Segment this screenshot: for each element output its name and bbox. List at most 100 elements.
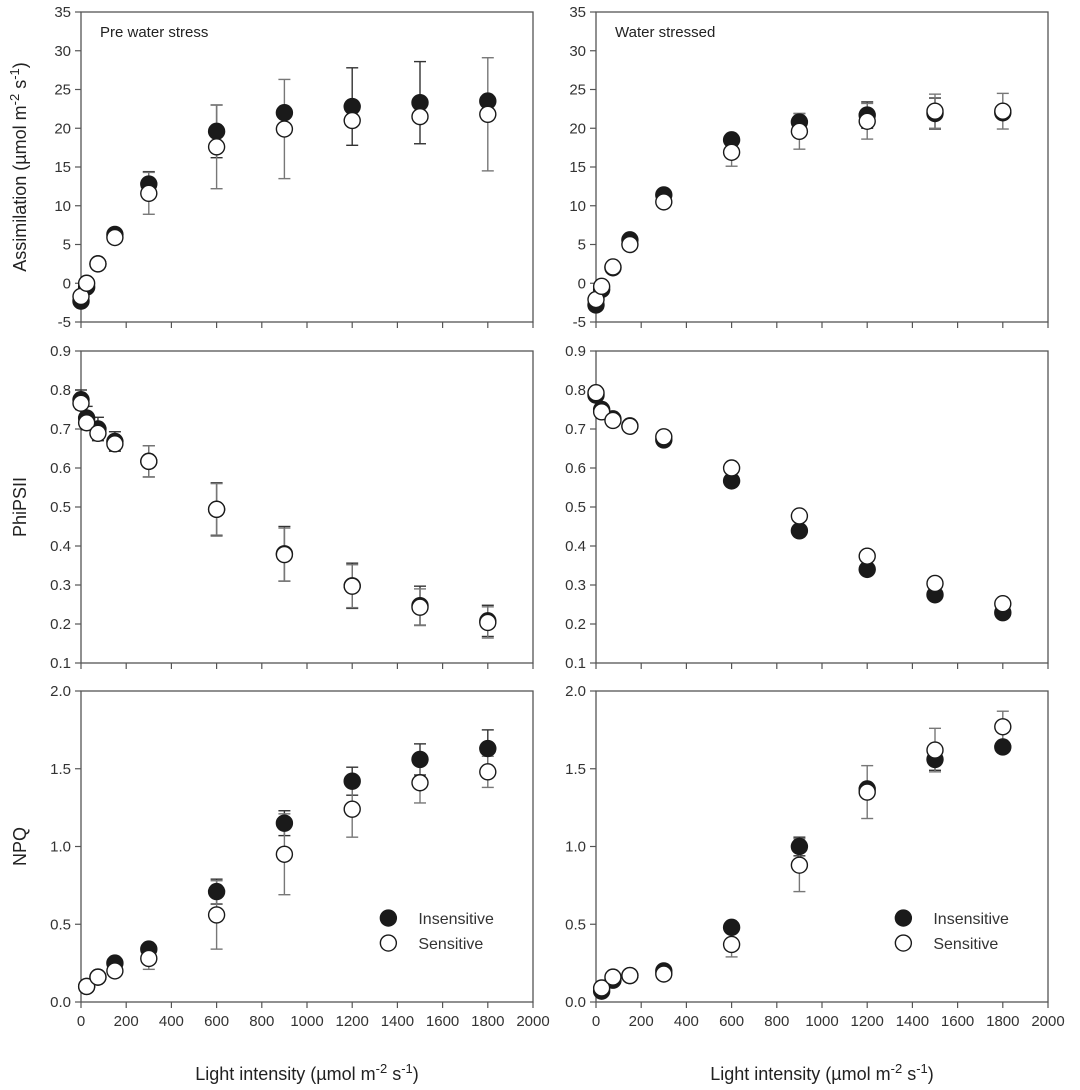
- data-point-insensitive: [343, 772, 361, 790]
- x-axis-title-sup2: -1: [401, 1061, 413, 1076]
- panel-top-left: -5 0 5 10 15 20 25 30 35 Pre water stress Assimila…: [7, 4, 534, 331]
- y-tick-label: 0: [63, 275, 71, 292]
- data-point-insensitive: [722, 918, 741, 937]
- y-tick-label: 2.0: [50, 683, 71, 700]
- data-point-sensitive: [858, 783, 876, 801]
- y-tick-label: 0.1: [50, 655, 71, 672]
- y-tick-label: 5: [578, 237, 586, 254]
- y-tick-label: 2.0: [565, 683, 586, 700]
- x-tick-label: 400: [159, 1013, 184, 1030]
- data-point-sensitive: [655, 193, 673, 211]
- data-point-sensitive: [994, 595, 1012, 613]
- data-point-sensitive: [479, 105, 497, 124]
- y-tick-label: -5: [573, 314, 586, 331]
- data-point-sensitive: [106, 962, 124, 980]
- y-tick-label: 0.0: [565, 994, 586, 1011]
- legend-marker-insensitive: [379, 909, 398, 927]
- data-point-sensitive: [106, 228, 124, 247]
- y-tick-label: 0.8: [50, 382, 71, 399]
- data-point-sensitive: [343, 111, 361, 130]
- legend-marker-sensitive: [894, 934, 913, 952]
- data-point-sensitive: [479, 763, 497, 781]
- y-tick-label: 0.1: [565, 655, 586, 672]
- markers-sensitive: [587, 384, 1012, 613]
- y-axis-title-mid: s: [10, 80, 30, 94]
- markers-sensitive: [72, 105, 497, 306]
- data-point-sensitive: [858, 112, 876, 130]
- legend-marker-sensitive: [379, 934, 398, 952]
- y-axis-title-main: Assimilation (: [10, 165, 30, 272]
- y-tick-label: 1.0: [50, 839, 71, 856]
- y-tick-label: 20: [54, 120, 71, 137]
- x-tick-label: 1000: [290, 1013, 323, 1030]
- data-point-sensitive: [655, 428, 673, 446]
- data-point-sensitive: [106, 435, 124, 453]
- y-axis-title: NPQ: [10, 827, 30, 866]
- y-tick-label: 0.7: [565, 421, 586, 438]
- x-tick-label: 1600: [426, 1013, 459, 1030]
- x-tick-label: 600: [719, 1013, 744, 1030]
- y-tick-label: 10: [569, 198, 586, 215]
- x-tick-label: 800: [764, 1013, 789, 1030]
- data-point-sensitive: [604, 968, 622, 986]
- data-point-sensitive: [140, 184, 158, 203]
- y-tick-label: 0: [578, 275, 586, 292]
- y-axis-title-unit: mol m: [10, 105, 30, 154]
- y-tick-label: 0.4: [565, 538, 586, 555]
- data-point-sensitive: [994, 102, 1012, 120]
- y-tick-label: 1.5: [50, 761, 71, 778]
- data-point-sensitive: [89, 255, 107, 273]
- data-point-sensitive: [343, 577, 361, 595]
- x-tick-label: 0: [592, 1013, 600, 1030]
- y-tick-label: 0.9: [50, 343, 71, 360]
- data-point-sensitive: [140, 452, 158, 471]
- legend: Insensitive Sensitive: [894, 909, 1009, 953]
- data-point-sensitive: [89, 424, 107, 442]
- y-tick-label: 0.5: [50, 499, 71, 516]
- x-axis-title-sup2: -1: [916, 1061, 928, 1076]
- x-axis-title-mu: µ: [831, 1064, 841, 1084]
- plot-frame: [595, 690, 1049, 1003]
- y-tick-label: 25: [54, 82, 71, 99]
- data-point-insensitive: [275, 104, 294, 122]
- y-axis-title-sup2: -1: [7, 68, 22, 80]
- plot-frame: [80, 350, 534, 664]
- data-point-sensitive: [604, 258, 622, 276]
- y-tick-label: 0.5: [50, 916, 71, 933]
- markers-insensitive: [587, 386, 1012, 622]
- data-point-sensitive: [994, 718, 1012, 736]
- legend-label-sensitive: Sensitive: [418, 936, 483, 953]
- x-axis-title-unit: mol m: [842, 1064, 891, 1084]
- y-tick-label: -5: [58, 314, 71, 331]
- legend: Insensitive Sensitive: [379, 909, 494, 953]
- markers-sensitive: [72, 394, 497, 632]
- markers-sensitive: [592, 718, 1012, 997]
- data-point-sensitive: [926, 741, 944, 759]
- data-point-sensitive: [77, 414, 96, 432]
- y-tick-label: 30: [569, 43, 586, 60]
- plot-frame: [80, 11, 534, 323]
- x-tick-label: 1200: [851, 1013, 884, 1030]
- x-tick-label: 400: [674, 1013, 699, 1030]
- data-point-sensitive: [592, 277, 611, 296]
- x-tick-label: 200: [114, 1013, 139, 1030]
- y-tick-label: 10: [54, 198, 71, 215]
- data-point-sensitive: [604, 411, 622, 430]
- data-point-sensitive: [77, 274, 96, 292]
- series-sensitive: [142, 57, 494, 215]
- x-axis-title-end: ): [413, 1064, 419, 1084]
- data-point-sensitive: [140, 949, 158, 968]
- x-axis-title-sup1: -2: [891, 1061, 903, 1076]
- y-tick-label: 5: [63, 237, 71, 254]
- data-point-sensitive: [926, 574, 944, 593]
- x-axis-title: Light intensity (µmol m-2 s-1): [195, 1061, 419, 1084]
- data-point-sensitive: [858, 547, 876, 565]
- x-tick-label: 1400: [381, 1013, 414, 1030]
- plot-frame: [595, 350, 1049, 664]
- data-point-sensitive: [275, 845, 294, 863]
- x-axis-title-mu: µ: [316, 1064, 326, 1084]
- y-tick-label: 0.0: [50, 994, 71, 1011]
- panel-title: Water stressed: [615, 24, 715, 41]
- x-axis-title-end: ): [928, 1064, 934, 1084]
